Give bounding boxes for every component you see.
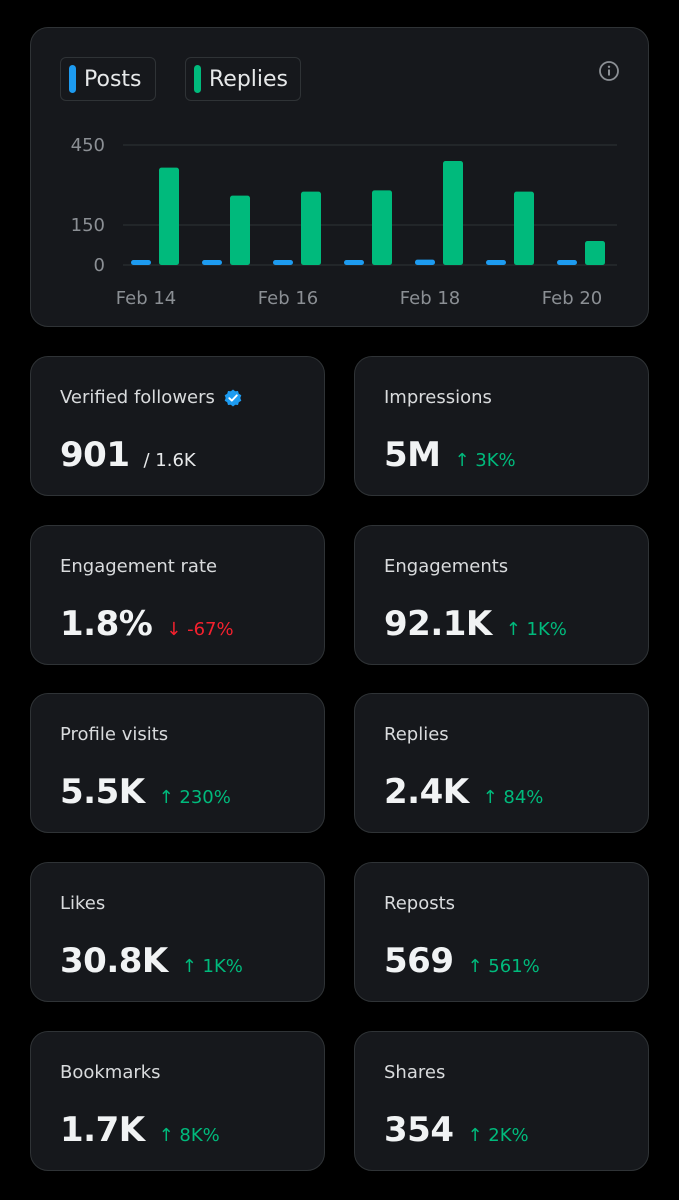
bar-posts[interactable] [557,260,577,265]
stat-delta: ↑ 230% [158,787,231,808]
info-icon[interactable] [598,60,620,82]
stat-card-likes[interactable]: Likes 30.8K ↑ 1K% [30,862,325,1002]
stat-label-text: Likes [60,893,106,914]
stat-label-text: Engagements [384,556,509,577]
stat-row: 30.8K ↑ 1K% [60,941,243,981]
y-tick-label: 150 [71,215,105,236]
posts-swatch [69,65,76,93]
stat-label-text: Verified followers [60,387,215,408]
stat-delta: ↓ -67% [166,619,234,640]
bar-replies[interactable] [585,241,605,265]
bar-replies[interactable] [301,191,321,265]
stat-label-text: Reposts [384,893,456,914]
stat-card-reposts[interactable]: Reposts 569 ↑ 561% [354,862,649,1002]
stat-card-verified-followers[interactable]: Verified followers 901 / 1.6K [30,356,325,496]
stat-delta: ↑ 3K% [454,450,516,471]
legend-replies[interactable]: Replies [185,57,301,101]
stat-label: Likes [60,893,105,914]
stat-value: 1.7K [60,1110,145,1150]
bar-posts[interactable] [344,260,364,265]
bar-posts[interactable] [415,259,435,265]
bar-posts[interactable] [273,260,293,265]
stat-card-shares[interactable]: Shares 354 ↑ 2K% [354,1031,649,1171]
bar-replies[interactable] [443,161,463,265]
x-tick-label: Feb 16 [258,288,319,309]
stat-label: Replies [384,724,449,745]
bar-replies[interactable] [159,167,179,265]
stat-label-text: Replies [384,724,449,745]
stat-delta: ↑ 84% [482,787,544,808]
stat-delta: ↑ 8K% [158,1125,220,1146]
stat-label: Bookmarks [60,1062,161,1083]
stat-row: 569 ↑ 561% [384,941,540,981]
stat-row: 5M ↑ 3K% [384,435,516,475]
stat-delta: ↑ 561% [467,956,540,977]
stat-label-text: Profile visits [60,724,169,745]
stat-label: Profile visits [60,724,168,745]
bar-replies[interactable] [514,191,534,265]
stat-value: 5.5K [60,772,145,812]
bar-posts[interactable] [486,260,506,265]
stat-value: 569 [384,941,454,981]
chart-card: Posts Replies 0 150 450 Feb 14 Feb 16 Feb 18 F… [30,27,649,327]
stat-row: 1.8% ↓ -67% [60,604,234,644]
replies-swatch [194,65,201,93]
bar-posts[interactable] [202,260,222,265]
stat-label: Verified followers [60,387,243,408]
stat-value: 30.8K [60,941,168,981]
stat-value: 92.1K [384,604,492,644]
x-tick-label: Feb 20 [542,288,603,309]
stat-delta: ↑ 1K% [505,619,567,640]
stat-label: Engagements [384,556,508,577]
legend-posts[interactable]: Posts [60,57,156,101]
stat-row: 5.5K ↑ 230% [60,772,231,812]
stat-row: 2.4K ↑ 84% [384,772,543,812]
stat-card-engagement-rate[interactable]: Engagement rate 1.8% ↓ -67% [30,525,325,665]
stat-card-impressions[interactable]: Impressions 5M ↑ 3K% [354,356,649,496]
bar-replies[interactable] [230,195,250,265]
stat-label-text: Shares [384,1062,446,1083]
stat-row: 92.1K ↑ 1K% [384,604,567,644]
stat-row: 901 / 1.6K [60,435,196,475]
x-tick-label: Feb 14 [116,288,177,309]
stat-value: 5M [384,435,441,475]
stat-delta: ↑ 1K% [181,956,243,977]
verified-badge-icon [223,388,243,408]
y-tick-label: 450 [71,135,105,156]
stat-row: 1.7K ↑ 8K% [60,1110,220,1150]
x-tick-label: Feb 18 [400,288,461,309]
stat-value: 1.8% [60,604,153,644]
stat-label: Reposts [384,893,455,914]
stat-label-text: Bookmarks [60,1062,161,1083]
stat-value: 354 [384,1110,454,1150]
stat-delta: ↑ 2K% [467,1125,529,1146]
stat-card-replies[interactable]: Replies 2.4K ↑ 84% [354,693,649,833]
bar-posts[interactable] [131,260,151,265]
bar-replies[interactable] [372,190,392,265]
stat-card-profile-visits[interactable]: Profile visits 5.5K ↑ 230% [30,693,325,833]
stat-card-bookmarks[interactable]: Bookmarks 1.7K ↑ 8K% [30,1031,325,1171]
stat-label: Impressions [384,387,492,408]
stat-total: / 1.6K [143,450,196,471]
stat-row: 354 ↑ 2K% [384,1110,529,1150]
legend-replies-label: Replies [209,66,289,92]
stat-label: Engagement rate [60,556,217,577]
legend-posts-label: Posts [84,66,142,92]
stat-value: 2.4K [384,772,469,812]
y-tick-label: 0 [94,255,105,276]
stat-card-engagements[interactable]: Engagements 92.1K ↑ 1K% [354,525,649,665]
stat-label-text: Engagement rate [60,556,218,577]
stat-label-text: Impressions [384,387,492,408]
stat-value: 901 [60,435,130,475]
bar-chart: 0 150 450 Feb 14 Feb 16 Feb 18 Feb 20 [71,135,617,309]
stat-label: Shares [384,1062,445,1083]
